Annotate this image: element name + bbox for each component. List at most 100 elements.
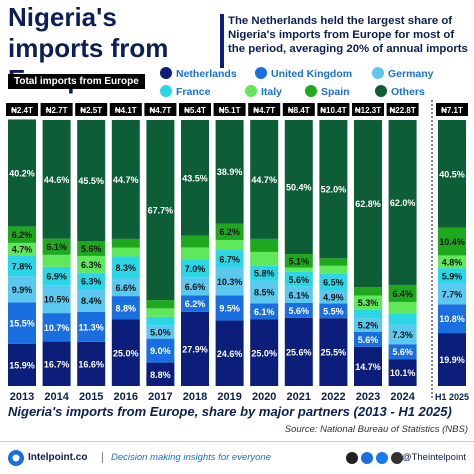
value-label: 16.7% — [44, 359, 70, 369]
x-tick-label: 2015 — [79, 391, 103, 403]
bar-segment — [354, 120, 382, 288]
bar-segment — [215, 267, 244, 296]
value-label: 14.7% — [355, 362, 381, 372]
value-label: 5.1% — [289, 256, 310, 266]
bar-segment — [77, 311, 106, 342]
value-label: 7.7% — [442, 290, 463, 300]
total-label: ₦2.4T — [11, 106, 33, 115]
value-label: 6.6% — [185, 282, 206, 292]
bar-segment — [215, 250, 244, 268]
total-box — [75, 103, 108, 116]
value-label: 5.5% — [323, 306, 344, 316]
bar-segment — [77, 272, 106, 290]
x-icon[interactable] — [346, 452, 358, 464]
x-tick-label: 2024 — [390, 391, 415, 403]
bar-segment — [438, 227, 466, 256]
bar-segment — [42, 341, 71, 386]
value-label: 62.0% — [390, 198, 416, 208]
value-label: 6.9% — [46, 272, 67, 282]
bar-segment — [438, 283, 466, 305]
bar-segment — [42, 285, 71, 314]
bar-segment — [250, 120, 279, 239]
bar-segment — [250, 251, 279, 266]
legend-swatch — [245, 85, 257, 97]
bar-segment — [77, 289, 106, 312]
handle[interactable]: @Theintelpoint — [401, 452, 466, 463]
value-label: 4.9% — [323, 293, 344, 303]
bar-segment — [77, 241, 106, 256]
legend-label: United Kingdom — [271, 68, 352, 80]
value-label: 8.5% — [254, 287, 275, 297]
value-label: 8.4% — [81, 296, 102, 306]
bar-segment — [146, 120, 175, 301]
x-tick-label: 2019 — [217, 391, 241, 403]
facebook-icon[interactable] — [376, 452, 388, 464]
brand[interactable]: Intelpoint.co — [28, 452, 88, 463]
bar-segment — [438, 268, 466, 284]
bar-segment — [284, 120, 313, 255]
bar-segment — [111, 238, 140, 248]
bar-segment — [77, 120, 106, 242]
value-label: 6.7% — [219, 254, 240, 264]
bar-segment — [42, 266, 71, 286]
x-tick-label: 2021 — [287, 391, 311, 403]
footer: Intelpoint.co Decision making insights f… — [0, 441, 474, 474]
bar-segment — [284, 286, 313, 304]
value-label: 5.2% — [358, 321, 379, 331]
bar-segment — [388, 284, 417, 302]
bar-segment — [181, 311, 209, 386]
x-tick-label: 2023 — [356, 391, 380, 403]
bar-segment — [111, 247, 140, 257]
total-label: ₦4.7T — [150, 106, 172, 115]
bar-segment — [438, 120, 466, 228]
value-label: 9.9% — [12, 285, 33, 295]
x-tick-label: 2016 — [114, 391, 138, 403]
bar-segment — [181, 259, 209, 278]
bar-segment — [215, 239, 244, 251]
value-label: 6.3% — [81, 277, 102, 287]
value-label: 10.7% — [44, 323, 70, 333]
bar-segment — [284, 303, 313, 318]
value-label: 43.5% — [182, 173, 208, 183]
value-label: 67.7% — [148, 206, 174, 216]
bar-segment — [8, 242, 36, 256]
bar-segment — [388, 313, 417, 325]
value-label: 40.5% — [439, 169, 465, 179]
bar-segment — [319, 273, 348, 291]
value-label: 45.5% — [78, 176, 104, 186]
total-label: ₦10.4T — [320, 106, 346, 115]
bar-segment — [181, 277, 209, 296]
bar-segment — [250, 303, 279, 320]
value-label: 16.6% — [78, 359, 104, 369]
instagram-icon[interactable] — [391, 452, 403, 464]
bar-segment — [319, 290, 348, 304]
x-tick-label: 2020 — [252, 391, 276, 403]
value-label: 7.8% — [12, 261, 33, 271]
total-box — [317, 103, 350, 116]
total-box — [6, 103, 38, 116]
bar-segment — [146, 308, 175, 317]
bar-segment — [354, 332, 382, 347]
value-label: 44.6% — [44, 175, 70, 185]
value-label: 5.6% — [289, 275, 310, 285]
total-label: ₦5.4T — [184, 106, 206, 115]
value-label: 7.0% — [185, 264, 206, 274]
value-label: 6.1% — [46, 242, 67, 252]
value-label: 6.2% — [219, 227, 240, 237]
bar-segment — [8, 226, 36, 243]
legend-swatch — [255, 67, 267, 79]
bar-segment — [319, 258, 348, 266]
bar-segment — [388, 120, 417, 285]
linkedin-icon[interactable] — [361, 452, 373, 464]
bar-segment — [284, 254, 313, 268]
total-box — [282, 103, 315, 116]
value-label: 25.0% — [113, 348, 139, 358]
bar-segment — [181, 247, 209, 260]
bar-segment — [8, 302, 36, 344]
value-label: 6.6% — [116, 283, 137, 293]
total-label: ₦8.4T — [288, 106, 310, 115]
totals-label: Total imports from Europe — [8, 74, 145, 89]
bar-segment — [250, 319, 279, 386]
